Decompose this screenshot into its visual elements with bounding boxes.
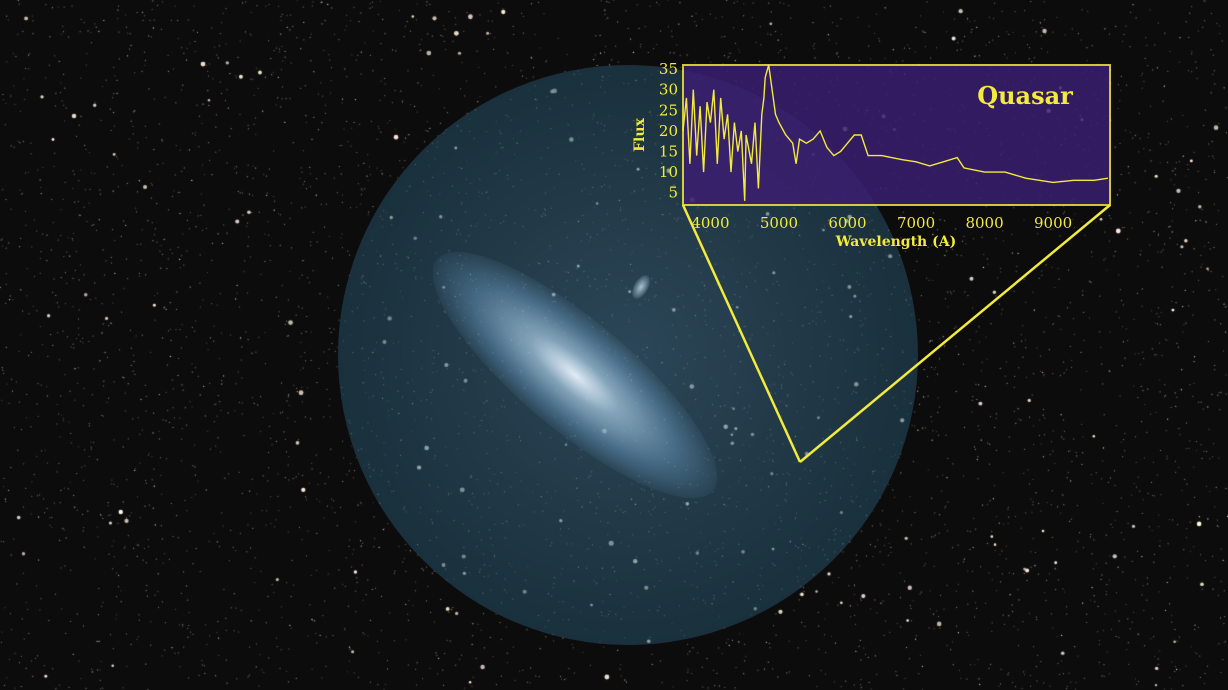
y-tick-label: 5	[668, 184, 678, 202]
y-tick-label: 20	[659, 122, 678, 140]
x-tick-label: 6000	[828, 214, 866, 232]
y-axis-label: Flux	[632, 117, 648, 151]
zoom-line-left	[681, 204, 802, 463]
x-tick-label: 5000	[760, 214, 798, 232]
zoom-line-right	[799, 204, 1111, 463]
y-tick-label: 15	[659, 142, 678, 160]
x-tick-label: 8000	[965, 214, 1003, 232]
chart-title: Quasar	[977, 81, 1073, 110]
x-tick-label: 9000	[1034, 214, 1072, 232]
x-axis-label: Wavelength (A)	[835, 234, 956, 250]
x-tick-label: 4000	[691, 214, 729, 232]
y-tick-label: 30	[659, 81, 678, 99]
y-tick-label: 35	[659, 60, 678, 78]
y-tick-label: 10	[659, 163, 678, 181]
plot-area	[682, 64, 1111, 206]
y-tick-label: 25	[659, 101, 678, 119]
x-tick-label: 7000	[897, 214, 935, 232]
spectrum-line	[682, 64, 1109, 201]
